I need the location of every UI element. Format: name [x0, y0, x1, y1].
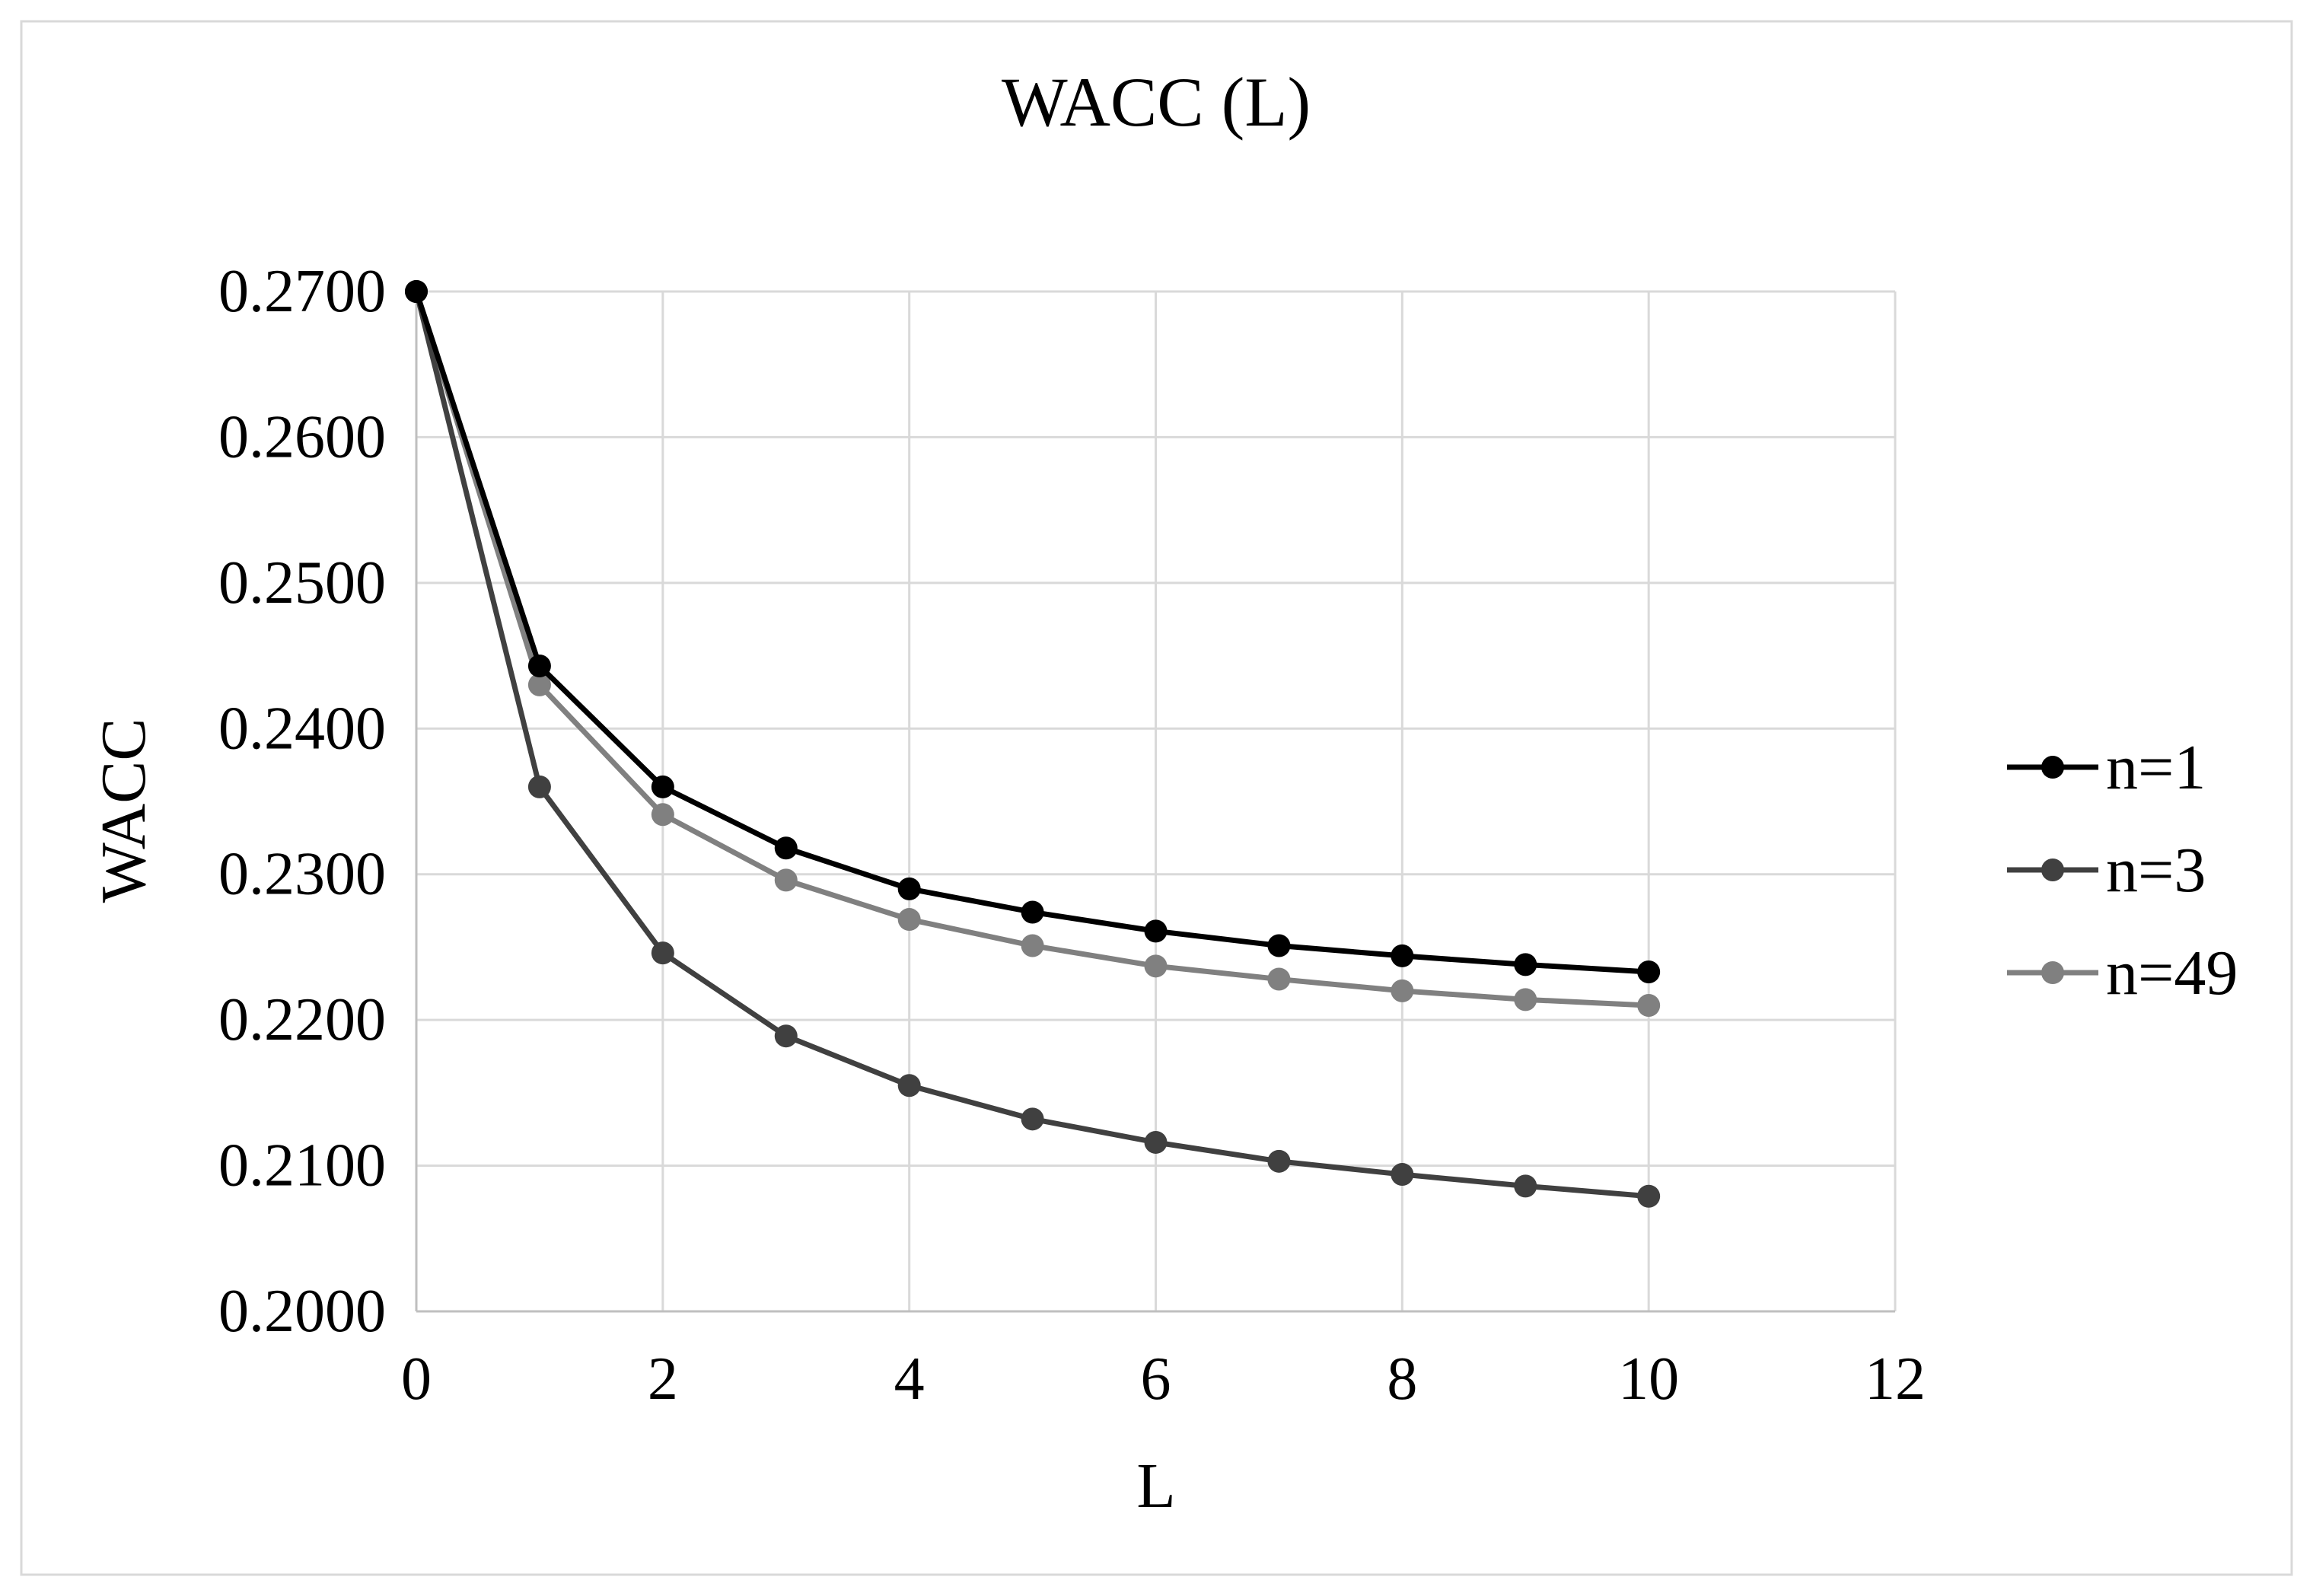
data-point	[774, 836, 798, 860]
gridlines	[416, 290, 1897, 1311]
legend-item: n=1	[2007, 732, 2206, 803]
legend: n=1 n=3 n=49	[2007, 732, 2238, 1008]
data-point	[651, 941, 674, 965]
legend-label: n=1	[2106, 732, 2206, 803]
y-tick-label: 0.2500	[218, 550, 386, 616]
data-point	[1514, 988, 1537, 1011]
data-point	[1391, 944, 1414, 967]
data-point	[527, 673, 551, 696]
x-tick-label: 10	[1618, 1346, 1679, 1413]
legend-item: n=3	[2007, 835, 2206, 906]
y-tick-label: 0.2400	[218, 695, 386, 762]
chart-title: WACC (L)	[1002, 63, 1311, 141]
y-axis-label: WACC	[88, 718, 159, 903]
data-point	[527, 654, 551, 677]
data-point	[774, 868, 798, 892]
data-point	[651, 803, 674, 827]
data-point	[1144, 919, 1168, 943]
series	[405, 280, 1661, 1208]
data-point	[1637, 960, 1661, 983]
data-point	[405, 280, 428, 303]
data-point	[897, 908, 921, 932]
data-point	[1021, 934, 1044, 957]
data-point	[1637, 994, 1661, 1017]
y-tick-label: 0.2700	[218, 258, 386, 325]
axes	[415, 291, 1895, 1313]
x-tick-label: 8	[1387, 1346, 1417, 1413]
x-axis-label: L	[1136, 1451, 1175, 1521]
data-point	[897, 877, 921, 900]
data-point	[651, 775, 674, 798]
x-tick-label: 4	[894, 1346, 925, 1413]
data-point	[1391, 1163, 1414, 1187]
data-point	[1267, 1149, 1291, 1173]
data-point	[527, 775, 551, 798]
data-point	[1267, 967, 1291, 991]
y-tick-label: 0.2200	[218, 986, 386, 1053]
data-point	[1144, 1130, 1168, 1154]
data-point	[1144, 954, 1168, 978]
data-point	[1391, 979, 1414, 1002]
legend-item: n=49	[2007, 938, 2238, 1008]
x-tick-label: 0	[401, 1346, 432, 1413]
legend-label: n=49	[2106, 938, 2238, 1008]
y-tick-label: 0.2000	[218, 1278, 386, 1345]
series-n=1	[405, 280, 1661, 983]
x-tick-label: 6	[1141, 1346, 1171, 1413]
data-point	[1021, 900, 1044, 924]
x-tick-label: 2	[648, 1346, 678, 1413]
tick-labels: 0.2000 0.2100 0.2200 0.2300 0.2400 0.2500 0.26…	[218, 258, 1926, 1413]
data-point	[1021, 1107, 1044, 1131]
y-tick-label: 0.2100	[218, 1132, 386, 1199]
y-tick-label: 0.2300	[218, 841, 386, 908]
legend-marker	[2041, 961, 2064, 984]
data-point	[897, 1074, 921, 1097]
data-point	[774, 1024, 798, 1048]
y-tick-label: 0.2600	[218, 403, 386, 470]
x-tick-label: 12	[1865, 1346, 1926, 1413]
legend-label: n=3	[2106, 835, 2206, 906]
data-point	[1637, 1184, 1661, 1208]
data-point	[1514, 1174, 1537, 1198]
data-point	[1514, 953, 1537, 976]
legend-marker	[2041, 756, 2064, 779]
legend-marker	[2041, 859, 2064, 881]
data-point	[1267, 934, 1291, 957]
